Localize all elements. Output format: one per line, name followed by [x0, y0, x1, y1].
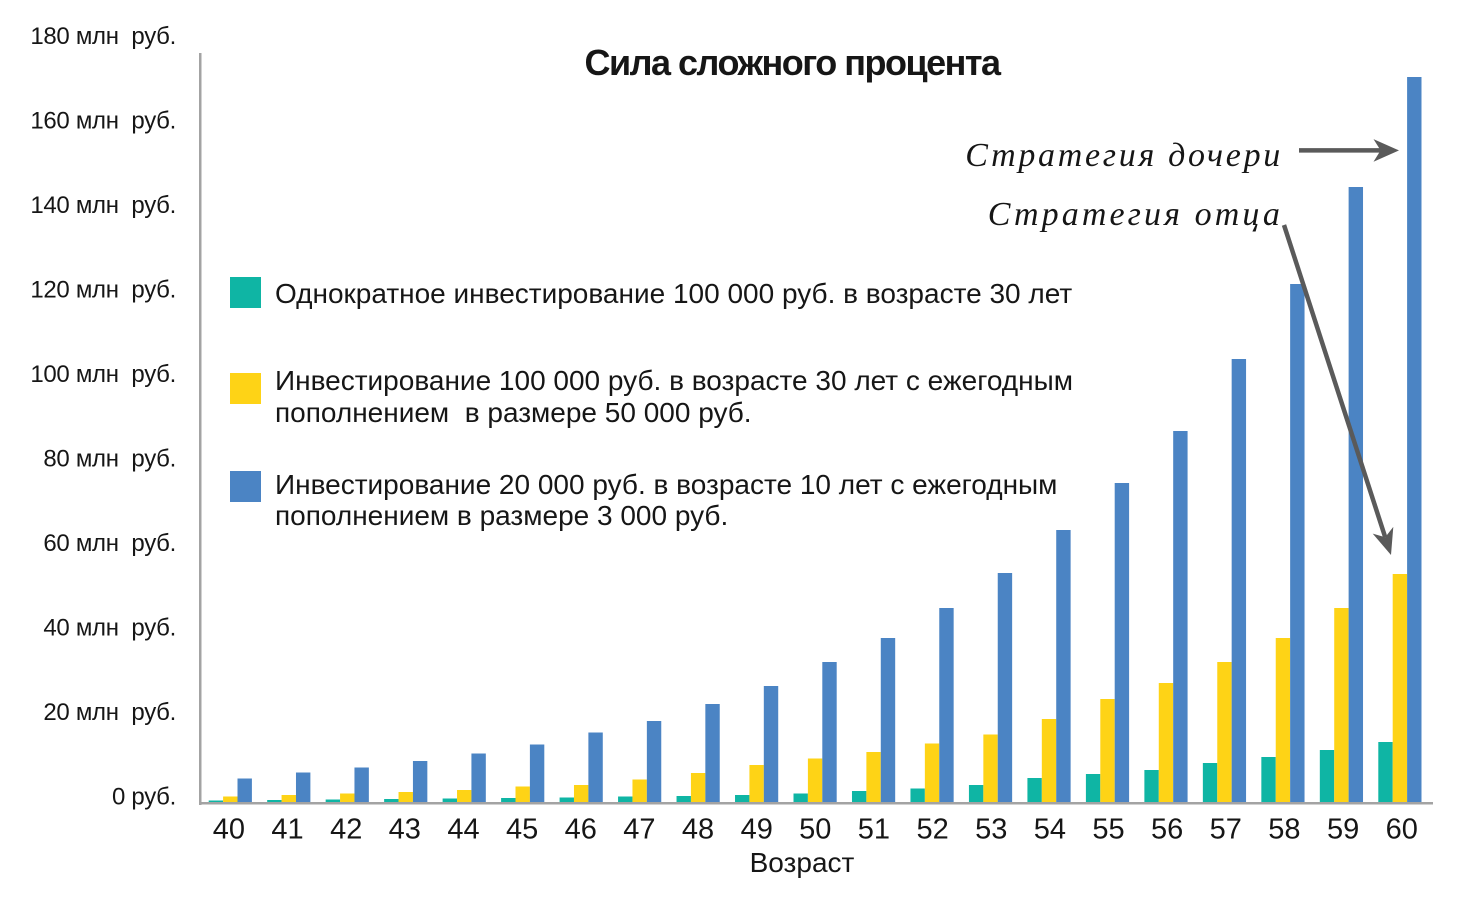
svg-text:60 млн руб.: 60 млн руб. [43, 530, 176, 557]
svg-text:48: 48 [682, 814, 714, 846]
svg-text:Однократное инвестирование 100: Однократное инвестирование 100 000 руб. … [275, 278, 1072, 309]
svg-text:Инвестирование 20 000 руб. в в: Инвестирование 20 000 руб. в возрасте 10… [275, 469, 1057, 500]
svg-text:160 млн руб.: 160 млн руб. [30, 108, 176, 135]
svg-text:42: 42 [330, 814, 362, 846]
svg-text:40: 40 [213, 814, 245, 846]
svg-text:20 млн руб.: 20 млн руб. [43, 699, 176, 726]
svg-text:47: 47 [623, 814, 655, 846]
svg-text:Сила сложного процента: Сила сложного процента [585, 42, 1002, 83]
svg-text:Стратегия отца: Стратегия отца [988, 196, 1283, 233]
svg-text:58: 58 [1268, 814, 1300, 846]
svg-text:49: 49 [741, 814, 773, 846]
svg-text:60: 60 [1386, 814, 1418, 846]
svg-text:Стратегия дочери: Стратегия дочери [965, 137, 1283, 174]
svg-text:54: 54 [1034, 814, 1066, 846]
svg-text:55: 55 [1092, 814, 1124, 846]
svg-text:46: 46 [565, 814, 597, 846]
svg-text:57: 57 [1210, 814, 1242, 846]
svg-text:80 млн руб.: 80 млн руб. [43, 446, 176, 473]
svg-text:41: 41 [271, 814, 303, 846]
svg-text:59: 59 [1327, 814, 1359, 846]
svg-text:44: 44 [447, 814, 479, 846]
svg-text:50: 50 [799, 814, 831, 846]
svg-text:40 млн руб.: 40 млн руб. [43, 615, 176, 642]
svg-text:0 руб.: 0 руб. [112, 784, 176, 811]
svg-text:120 млн руб.: 120 млн руб. [30, 277, 176, 304]
svg-text:пополнением в размере 50 000: пополнением в размере 50 000 руб. [275, 397, 752, 428]
svg-text:пополнением в размере 3 000 ру: пополнением в размере 3 000 руб. [275, 500, 728, 531]
svg-text:45: 45 [506, 814, 538, 846]
svg-text:140 млн руб.: 140 млн руб. [30, 192, 176, 219]
svg-text:180 млн руб.: 180 млн руб. [30, 23, 176, 50]
svg-text:Инвестирование 100 000 руб. в: Инвестирование 100 000 руб. в возрасте 3… [275, 365, 1073, 396]
svg-text:43: 43 [389, 814, 421, 846]
svg-text:53: 53 [975, 814, 1007, 846]
svg-text:100 млн руб.: 100 млн руб. [30, 361, 176, 388]
svg-text:Возраст: Возраст [750, 847, 855, 878]
svg-text:52: 52 [916, 814, 948, 846]
svg-text:56: 56 [1151, 814, 1183, 846]
svg-text:51: 51 [858, 814, 890, 846]
